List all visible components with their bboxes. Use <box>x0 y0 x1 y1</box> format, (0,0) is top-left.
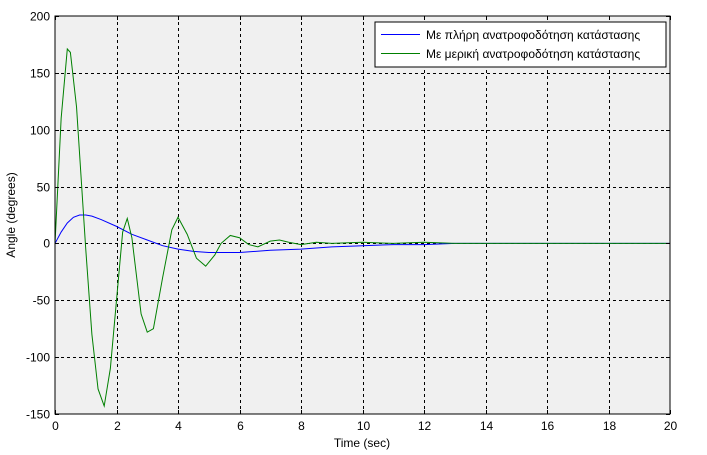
y-tick-label: 200 <box>30 10 50 24</box>
x-tick-label: 12 <box>418 419 432 433</box>
x-axis-label: Time (sec) <box>334 436 390 450</box>
y-tick-label: -150 <box>26 408 50 422</box>
legend-label-full-feedback: Με πλήρη ανατροφοδότηση κατάστασης <box>426 28 640 42</box>
legend-box <box>374 21 667 68</box>
x-tick-label: 6 <box>237 419 244 433</box>
x-tick-label: 0 <box>52 419 59 433</box>
y-tick-label: 100 <box>30 124 50 138</box>
x-tick-label: 20 <box>664 419 678 433</box>
x-tick-label: 8 <box>298 419 305 433</box>
legend-label-partial-feedback: Με μερική ανατροφοδότηση κατάστασης <box>426 47 640 61</box>
x-axis: 0 2 4 6 8 10 12 14 16 18 20 <box>52 16 677 433</box>
y-axis: -150 -100 -50 0 50 100 150 200 <box>26 10 670 422</box>
x-tick-label: 14 <box>480 419 494 433</box>
y-tick-label: -100 <box>26 351 50 365</box>
x-tick-label: 18 <box>603 419 617 433</box>
x-tick-label: 16 <box>541 419 555 433</box>
series-line-partial-feedback <box>54 47 670 409</box>
plot-area <box>55 16 670 414</box>
y-axis-label: Angle (degrees) <box>4 172 18 257</box>
y-tick-label: 50 <box>37 181 51 195</box>
y-tick-label: -50 <box>33 294 51 308</box>
legend: Με πλήρη ανατροφοδότηση κατάστασης Με με… <box>374 21 667 68</box>
y-tick-label: 0 <box>43 237 50 251</box>
x-tick-label: 4 <box>175 419 182 433</box>
series-group <box>54 47 670 409</box>
x-tick-label: 2 <box>114 419 121 433</box>
plot-frame <box>54 15 671 415</box>
x-tick-label: 10 <box>357 419 371 433</box>
y-tick-label: 150 <box>30 67 50 81</box>
